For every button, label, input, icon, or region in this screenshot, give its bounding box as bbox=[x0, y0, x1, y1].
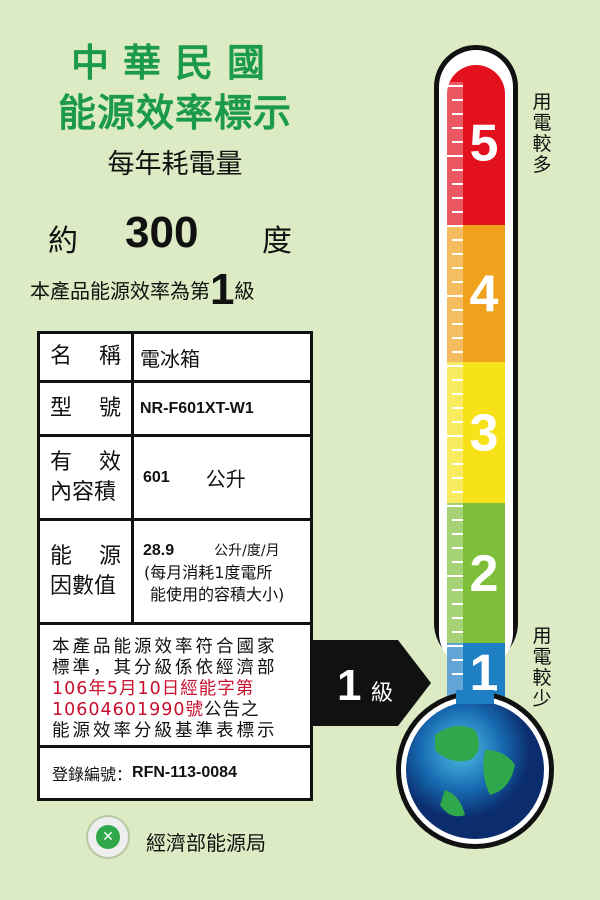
row-efficiency: 能 源因數值 28.9 公升/度/月 (每月消耗1度電所 能使用的容積大小) bbox=[40, 521, 310, 625]
annual-consumption-label: 每年耗電量 bbox=[107, 149, 243, 180]
volume-value: 601 公升 bbox=[143, 467, 246, 491]
consumption-prefix: 約 bbox=[48, 224, 78, 259]
row-volume: 有 效內容積 601 公升 bbox=[40, 437, 310, 521]
model-value: NR-F601XT-W1 bbox=[140, 399, 254, 417]
indicator-grade: 1 bbox=[337, 661, 361, 710]
scale-level-5: 5 bbox=[470, 115, 499, 173]
name-value: 電冰箱 bbox=[140, 346, 200, 371]
bureau-logo: ✕ bbox=[86, 815, 130, 859]
row-name: 名 稱 電冰箱 bbox=[40, 334, 310, 383]
scale-segment-4 bbox=[447, 225, 505, 362]
more-power-label: 用電較多 bbox=[532, 91, 552, 176]
spec-table: 名 稱 電冰箱 型 號 NR-F601XT-W1 有 效內容積 601 公升 能 … bbox=[37, 331, 313, 801]
notice-line: 本產品能源效率符合國家 bbox=[52, 637, 278, 657]
grade-number: 1 bbox=[210, 265, 235, 314]
consumption: 約 300 度 bbox=[40, 208, 310, 259]
row-model: 型 號 NR-F601XT-W1 bbox=[40, 383, 310, 437]
thermometer-highlight bbox=[447, 82, 463, 702]
name-label: 名 稱 bbox=[40, 334, 134, 380]
consumption-unit: 度 bbox=[262, 224, 292, 259]
notice-line-date: 106年5月10日經能字第 bbox=[52, 679, 255, 699]
scale-level-4: 4 bbox=[470, 266, 499, 324]
efficiency-label: 能 源因數值 bbox=[40, 521, 134, 622]
consumption-value: 300 bbox=[125, 208, 199, 257]
volume-label: 有 效內容積 bbox=[40, 437, 134, 518]
notice-line-number: 10604601990號公告之 bbox=[52, 700, 260, 720]
grade-suffix: 級 bbox=[234, 279, 255, 303]
notice-line: 能源效率分級基準表標示 bbox=[52, 721, 278, 741]
grade-arrow: 1 級 bbox=[313, 640, 431, 726]
notice-line: 標準，其分級係依經濟部 bbox=[52, 658, 278, 678]
title-line2: 能源效率標示 bbox=[57, 91, 292, 135]
indicator-suffix: 級 bbox=[371, 681, 393, 706]
model-label: 型 號 bbox=[40, 383, 134, 434]
scale-level-2: 2 bbox=[470, 545, 499, 603]
grade-text: 本產品能源效率為第 bbox=[30, 279, 210, 303]
grade-statement: 本產品能源效率為第1級 bbox=[30, 265, 254, 315]
scale-segment-2 bbox=[447, 503, 505, 643]
less-power-label: 用電較少 bbox=[532, 625, 552, 710]
bureau-logo-icon: ✕ bbox=[96, 825, 120, 849]
title-line1: 中華民國 bbox=[70, 41, 279, 85]
registration: 登錄編號： RFN-113-0084 bbox=[52, 764, 237, 784]
registration-number: RFN-113-0084 bbox=[132, 764, 237, 781]
agency-name: 經濟部能源局 bbox=[146, 831, 266, 855]
scale-segment-3 bbox=[447, 362, 505, 503]
notice: 本產品能源效率符合國家 標準，其分級係依經濟部 106年5月10日經能字第 10… bbox=[40, 625, 310, 748]
globe-icon bbox=[396, 690, 554, 849]
efficiency-value: 28.9 公升/度/月 (每月消耗1度電所 能使用的容積大小) bbox=[143, 542, 285, 604]
scale-level-3: 3 bbox=[470, 405, 499, 463]
